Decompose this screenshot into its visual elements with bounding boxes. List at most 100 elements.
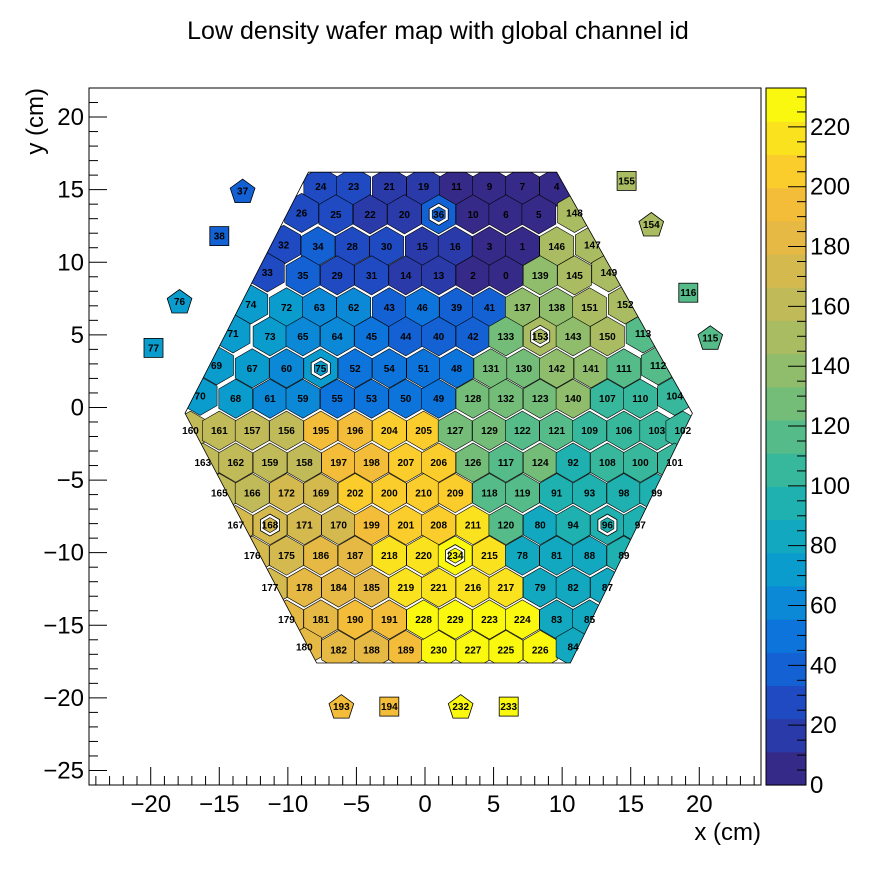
cell-label-67: 67 bbox=[247, 364, 259, 375]
cell-label-159: 159 bbox=[262, 458, 279, 469]
cell-label-148: 148 bbox=[566, 208, 583, 219]
hex-cell-218 bbox=[372, 535, 407, 576]
cell-label-205: 205 bbox=[415, 426, 432, 437]
extra-channel-115 bbox=[697, 325, 724, 350]
cell-label-54: 54 bbox=[384, 364, 396, 375]
cell-label-210: 210 bbox=[415, 489, 432, 500]
colorbar-band bbox=[766, 652, 806, 687]
y-axis: −25 −20 −15 −10 −5 0 5 10 15 20 bbox=[43, 87, 107, 786]
cell-label-206: 206 bbox=[430, 458, 447, 469]
hex-cell-140 bbox=[555, 378, 591, 419]
colorbar-tick-label: 200 bbox=[810, 174, 850, 201]
hex-cell-162 bbox=[218, 442, 253, 483]
calib-cell-inner-75 bbox=[313, 360, 328, 377]
hex-cell-20 bbox=[387, 194, 422, 235]
calib-cell-inner-168 bbox=[263, 517, 277, 533]
cell-label-22: 22 bbox=[365, 210, 377, 221]
cell-label-202: 202 bbox=[347, 489, 364, 500]
cell-label-219: 219 bbox=[397, 583, 414, 594]
cell-label-201: 201 bbox=[397, 521, 414, 532]
cell-label-152: 152 bbox=[617, 300, 634, 311]
y-tick-label: 15 bbox=[57, 177, 84, 204]
colorbar-tick-label: 0 bbox=[810, 772, 823, 799]
cell-label-175: 175 bbox=[278, 551, 295, 562]
cell-label-84: 84 bbox=[568, 643, 580, 654]
cell-label-172: 172 bbox=[278, 489, 295, 500]
extra-label-232: 232 bbox=[452, 702, 469, 713]
cell-label-234: 234 bbox=[447, 551, 464, 562]
calib-cell-inner-96 bbox=[600, 517, 615, 533]
cell-label-26: 26 bbox=[296, 208, 308, 219]
cell-label-216: 216 bbox=[465, 583, 482, 594]
hex-cell-186 bbox=[303, 535, 339, 576]
cell-label-106: 106 bbox=[616, 426, 633, 437]
cell-label-181: 181 bbox=[312, 615, 329, 626]
colorbar-band bbox=[766, 253, 806, 288]
cell-label-2: 2 bbox=[470, 271, 476, 282]
colorbar-tick-label: 160 bbox=[810, 293, 850, 320]
cell-label-189: 189 bbox=[397, 646, 414, 657]
cell-label-188: 188 bbox=[363, 646, 380, 657]
extra-label-116: 116 bbox=[680, 288, 697, 299]
cell-label-208: 208 bbox=[430, 521, 447, 532]
cell-label-177: 177 bbox=[262, 583, 279, 594]
calib-cell-inner-153 bbox=[533, 328, 548, 345]
cell-label-16: 16 bbox=[450, 242, 462, 253]
hex-cell-92 bbox=[555, 442, 591, 483]
cell-label-143: 143 bbox=[565, 332, 582, 343]
cell-label-156: 156 bbox=[278, 426, 295, 437]
cell-label-49: 49 bbox=[433, 394, 445, 405]
cell-label-146: 146 bbox=[548, 242, 565, 253]
cell-label-20: 20 bbox=[399, 210, 411, 221]
hex-cell-25 bbox=[318, 194, 354, 235]
y-tick-label: −10 bbox=[43, 540, 84, 567]
cell-label-195: 195 bbox=[312, 426, 329, 437]
extra-channel-193 bbox=[328, 694, 355, 719]
cell-label-107: 107 bbox=[599, 394, 616, 405]
y-tick-label: −25 bbox=[43, 758, 84, 785]
x-tick-label: −10 bbox=[268, 791, 309, 818]
cell-label-68: 68 bbox=[230, 394, 242, 405]
extra-channel-116 bbox=[678, 282, 699, 303]
colorbar-tick-label: 220 bbox=[810, 114, 850, 141]
hex-cell-150 bbox=[590, 316, 625, 357]
cell-label-44: 44 bbox=[400, 332, 412, 343]
colorbar-frame bbox=[765, 87, 807, 786]
cell-label-100: 100 bbox=[632, 458, 649, 469]
y-tick-label: 10 bbox=[57, 249, 84, 276]
x-tick-label: −20 bbox=[130, 791, 171, 818]
cell-label-200: 200 bbox=[381, 489, 398, 500]
colorbar-band bbox=[766, 585, 806, 620]
cell-label-170: 170 bbox=[330, 521, 347, 532]
cell-label-132: 132 bbox=[498, 394, 515, 405]
colorbar-band bbox=[766, 353, 806, 388]
cell-label-45: 45 bbox=[366, 332, 378, 343]
cell-label-1: 1 bbox=[520, 242, 526, 253]
cell-label-229: 229 bbox=[447, 615, 464, 626]
cell-label-46: 46 bbox=[417, 303, 429, 314]
cell-label-179: 179 bbox=[278, 615, 295, 626]
extra-label-193: 193 bbox=[333, 702, 350, 713]
cell-label-169: 169 bbox=[312, 489, 329, 500]
cell-label-176: 176 bbox=[244, 551, 261, 562]
cell-label-34: 34 bbox=[312, 242, 324, 253]
hex-cell-127 bbox=[437, 410, 473, 451]
cell-label-30: 30 bbox=[381, 242, 393, 253]
calib-cell-inner-234 bbox=[448, 547, 463, 564]
cell-label-81: 81 bbox=[551, 551, 563, 562]
cell-label-5: 5 bbox=[536, 210, 542, 221]
hex-cell-88 bbox=[572, 535, 607, 576]
colorbar-band bbox=[766, 320, 806, 355]
colorbar-band bbox=[766, 552, 806, 587]
cell-label-220: 220 bbox=[415, 551, 432, 562]
hex-cell-35 bbox=[285, 255, 321, 296]
cell-label-40: 40 bbox=[433, 332, 445, 343]
colorbar-band bbox=[766, 287, 806, 321]
colorbar-band bbox=[766, 88, 806, 122]
hex-cell-190 bbox=[337, 599, 373, 640]
hex-cell-229 bbox=[437, 599, 473, 640]
cell-label-180: 180 bbox=[296, 643, 313, 654]
cell-label-32: 32 bbox=[278, 240, 290, 251]
cell-label-227: 227 bbox=[465, 646, 482, 657]
